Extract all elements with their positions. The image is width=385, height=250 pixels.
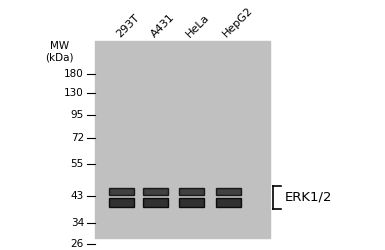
FancyBboxPatch shape xyxy=(216,198,241,207)
Text: HepG2: HepG2 xyxy=(221,5,255,39)
Text: (kDa): (kDa) xyxy=(45,53,74,63)
Bar xyxy=(271,186,285,209)
Text: ERK1/2: ERK1/2 xyxy=(285,191,332,204)
Text: 43: 43 xyxy=(71,190,84,200)
FancyBboxPatch shape xyxy=(179,188,204,194)
FancyBboxPatch shape xyxy=(109,198,134,207)
Text: A431: A431 xyxy=(149,12,176,39)
Text: 180: 180 xyxy=(64,69,84,79)
Bar xyxy=(95,41,270,238)
FancyBboxPatch shape xyxy=(144,188,169,194)
FancyBboxPatch shape xyxy=(216,188,241,194)
FancyBboxPatch shape xyxy=(109,188,134,194)
FancyBboxPatch shape xyxy=(179,198,204,207)
Text: 130: 130 xyxy=(64,88,84,98)
Text: 26: 26 xyxy=(71,239,84,249)
Text: 34: 34 xyxy=(71,218,84,228)
Text: MW: MW xyxy=(50,40,69,50)
Text: 72: 72 xyxy=(71,133,84,143)
Text: 95: 95 xyxy=(71,110,84,120)
Text: 55: 55 xyxy=(71,159,84,169)
FancyBboxPatch shape xyxy=(144,198,169,207)
Text: HeLa: HeLa xyxy=(185,12,212,39)
Text: 293T: 293T xyxy=(114,12,141,39)
